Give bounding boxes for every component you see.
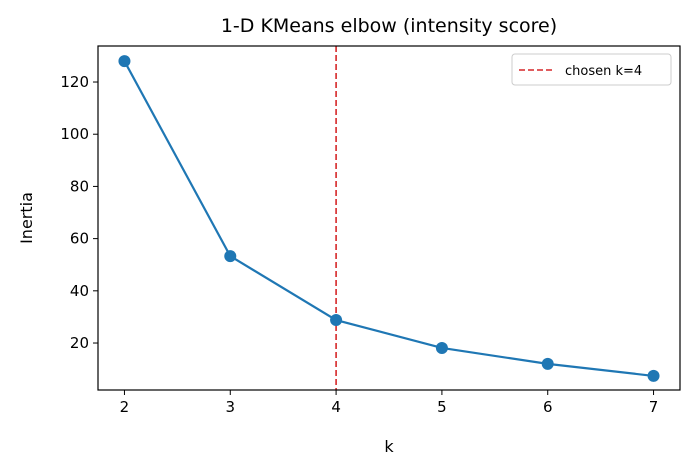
x-tick-label: 3: [225, 398, 235, 416]
x-axis-label: k: [384, 437, 394, 456]
x-tick-label: 2: [120, 398, 130, 416]
data-point: [647, 369, 660, 382]
y-tick-label: 20: [70, 334, 89, 352]
chart-title: 1-D KMeans elbow (intensity score): [221, 15, 557, 37]
y-tick-label: 40: [70, 282, 89, 300]
data-point: [118, 55, 131, 68]
y-tick-label: 60: [70, 230, 89, 248]
data-point: [224, 250, 237, 263]
x-tick-label: 7: [649, 398, 659, 416]
x-tick-label: 6: [543, 398, 553, 416]
x-tick-label: 4: [331, 398, 341, 416]
data-point: [435, 341, 448, 354]
y-axis-label: Inertia: [17, 192, 36, 244]
y-tick-label: 80: [70, 177, 89, 195]
y-tick-label: 120: [60, 73, 89, 91]
legend-box: [511, 53, 672, 86]
data-point: [330, 314, 343, 327]
data-point: [541, 357, 554, 370]
legend-label: chosen k=4: [565, 64, 642, 79]
x-tick-label: 5: [437, 398, 447, 416]
y-tick-label: 100: [60, 125, 89, 143]
series-line: [123, 60, 654, 377]
legend: chosen k=4: [511, 53, 672, 86]
axes-frame: [97, 45, 681, 391]
